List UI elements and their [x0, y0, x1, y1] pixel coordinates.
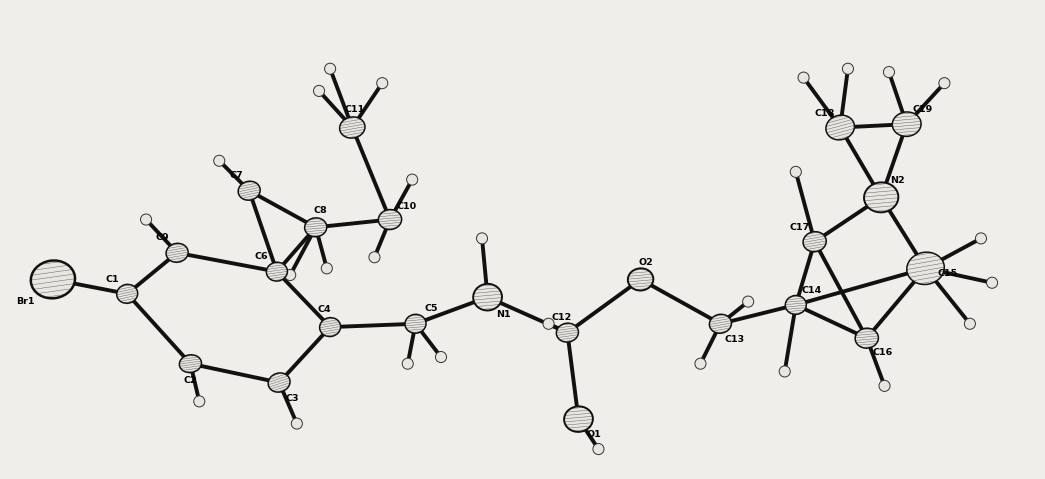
- Ellipse shape: [320, 318, 341, 337]
- Circle shape: [477, 233, 488, 244]
- Text: C15: C15: [937, 269, 958, 278]
- Text: N1: N1: [495, 310, 510, 319]
- Circle shape: [369, 251, 380, 263]
- Circle shape: [402, 358, 413, 369]
- Circle shape: [292, 418, 302, 429]
- Circle shape: [140, 214, 152, 225]
- Circle shape: [798, 72, 809, 83]
- Ellipse shape: [785, 296, 807, 314]
- Text: C17: C17: [789, 223, 809, 232]
- Ellipse shape: [473, 284, 502, 310]
- Ellipse shape: [892, 112, 921, 137]
- Circle shape: [407, 174, 418, 185]
- Circle shape: [883, 67, 895, 78]
- Ellipse shape: [855, 328, 879, 348]
- Ellipse shape: [556, 323, 579, 342]
- Circle shape: [376, 78, 388, 89]
- Ellipse shape: [826, 115, 855, 140]
- Text: N2: N2: [890, 176, 905, 185]
- Ellipse shape: [907, 252, 945, 285]
- Text: C5: C5: [424, 304, 438, 313]
- Circle shape: [213, 155, 225, 166]
- Ellipse shape: [864, 182, 899, 212]
- Circle shape: [193, 396, 205, 407]
- Ellipse shape: [710, 314, 732, 333]
- Circle shape: [965, 318, 975, 330]
- Text: C4: C4: [318, 305, 331, 314]
- Text: C3: C3: [285, 394, 299, 402]
- Text: C16: C16: [873, 348, 892, 357]
- Circle shape: [975, 233, 986, 244]
- Circle shape: [695, 358, 706, 369]
- Text: C11: C11: [345, 105, 365, 114]
- Ellipse shape: [378, 209, 401, 229]
- Text: O1: O1: [586, 430, 601, 439]
- Ellipse shape: [628, 268, 653, 291]
- Ellipse shape: [305, 218, 327, 237]
- Text: C2: C2: [184, 376, 198, 385]
- Circle shape: [842, 63, 854, 74]
- Text: C14: C14: [802, 286, 821, 295]
- Text: C12: C12: [552, 313, 572, 321]
- Text: C13: C13: [725, 335, 745, 344]
- Circle shape: [321, 263, 332, 274]
- Ellipse shape: [803, 232, 827, 252]
- Text: O2: O2: [638, 258, 653, 267]
- Text: Br1: Br1: [16, 297, 34, 306]
- Ellipse shape: [564, 406, 593, 432]
- Ellipse shape: [269, 373, 291, 392]
- Text: C8: C8: [314, 206, 327, 215]
- Circle shape: [325, 63, 335, 74]
- Circle shape: [938, 78, 950, 89]
- Ellipse shape: [180, 355, 202, 373]
- Text: C6: C6: [255, 251, 269, 261]
- Circle shape: [790, 166, 802, 177]
- Ellipse shape: [266, 262, 287, 281]
- Ellipse shape: [405, 314, 426, 333]
- Circle shape: [879, 380, 890, 391]
- Circle shape: [436, 352, 446, 363]
- Circle shape: [780, 366, 790, 377]
- Circle shape: [543, 318, 554, 330]
- Ellipse shape: [238, 181, 260, 200]
- Text: C7: C7: [229, 171, 242, 180]
- Text: C1: C1: [106, 275, 119, 284]
- Ellipse shape: [30, 261, 75, 298]
- Ellipse shape: [166, 243, 188, 262]
- Text: C19: C19: [912, 105, 932, 114]
- Ellipse shape: [340, 117, 365, 138]
- Circle shape: [593, 444, 604, 455]
- Circle shape: [743, 296, 753, 307]
- Text: C10: C10: [396, 202, 417, 211]
- Text: C9: C9: [156, 233, 169, 242]
- Text: C18: C18: [814, 109, 835, 118]
- Circle shape: [986, 277, 998, 288]
- Ellipse shape: [117, 285, 138, 303]
- Circle shape: [314, 85, 325, 96]
- Circle shape: [284, 269, 296, 281]
